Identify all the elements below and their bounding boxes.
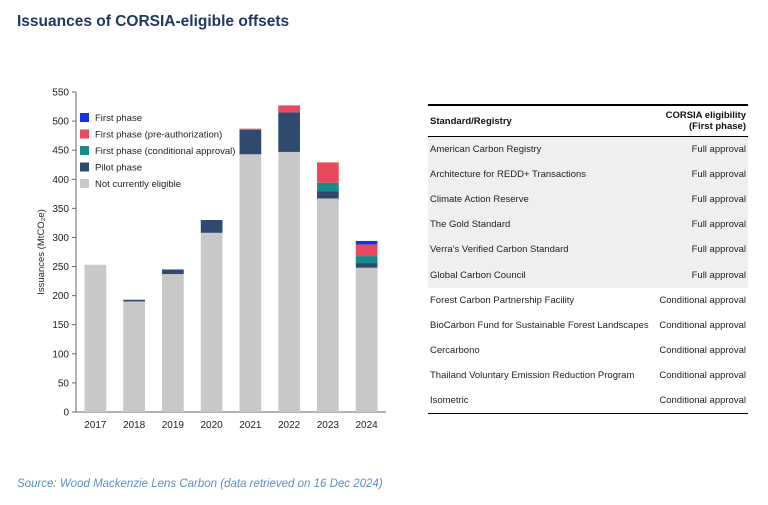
eligibility-status: Conditional approval — [659, 319, 746, 331]
legend-swatch — [80, 162, 89, 172]
bar-segment — [84, 264, 107, 412]
header-eligibility-line1: CORSIA eligibility — [665, 110, 746, 121]
y-tick-label: 50 — [58, 378, 70, 389]
eligibility-status: Full approval — [655, 136, 748, 163]
bar-segment — [278, 151, 300, 412]
registry-name: Architecture for REDD+ Transactions — [428, 162, 656, 188]
y-tick-label: 150 — [52, 320, 69, 331]
eligibility-status: Conditional approval — [655, 387, 748, 415]
x-tick-label: 2017 — [84, 420, 107, 431]
table-row: Architecture for REDD+ Transactions Full … — [428, 162, 748, 188]
x-tick-label: 2024 — [356, 420, 379, 431]
bar-segment — [355, 256, 378, 264]
x-tick-label: 2018 — [123, 420, 146, 431]
table-row: The Gold Standard Full approval — [428, 212, 748, 238]
eligibility-status: Full approval — [655, 187, 748, 213]
y-tick-label: 550 — [52, 88, 69, 99]
table-row: Climate Action Reserve Full approval — [428, 187, 748, 213]
registry-name: Cercarbono — [430, 344, 480, 356]
bar-segment — [355, 240, 378, 245]
bar-segment — [200, 232, 223, 412]
legend-swatch — [80, 129, 89, 139]
x-tick-label: 2019 — [162, 420, 185, 431]
eligibility-status: Full approval — [655, 212, 748, 238]
source-note: Source: Wood Mackenzie Lens Carbon (data… — [17, 478, 383, 490]
legend-label: First phase — [95, 113, 142, 124]
registry-name: BioCarbon Fund for Sustainable Forest La… — [430, 319, 649, 331]
y-axis-title: Issuances (MtCO₂e) — [36, 209, 47, 295]
eligibility-status: Conditional approval — [659, 294, 746, 306]
registry-name: Isometric — [428, 387, 656, 415]
y-tick-label: 0 — [63, 408, 69, 419]
stacked-bar-chart: 0 50 100 150 200 250 300 350 400 450 500 550 Issuanc… — [36, 88, 386, 431]
table-row: Thailand Voluntary Emission Reduction Pr… — [428, 363, 748, 388]
legend-label: Not currently eligible — [95, 179, 181, 190]
y-tick-label: 350 — [52, 204, 69, 215]
table-header-row: Standard/Registry CORSIA eligibility (Fi… — [428, 104, 748, 137]
y-tick-label: 200 — [52, 291, 69, 302]
eligibility-status: Full approval — [655, 237, 748, 263]
y-tick-label: 300 — [52, 233, 69, 244]
table-row: Verra's Verified Carbon Standard Full app… — [428, 237, 748, 263]
table-row: American Carbon Registry Full approval — [428, 136, 748, 163]
legend-label: Pilot phase — [95, 163, 142, 174]
bar-segment — [355, 267, 378, 412]
header-corsia-eligibility: CORSIA eligibility (First phase) — [655, 104, 748, 137]
bar-segment — [162, 269, 184, 275]
page-title: Issuances of CORSIA-eligible offsets — [17, 13, 290, 30]
bar-segment — [123, 301, 145, 412]
x-tick-label: 2023 — [317, 420, 340, 431]
table-row: Isometric Conditional approval — [428, 387, 748, 415]
table-row: Global Carbon Council Full approval — [428, 262, 748, 288]
bar-segment — [239, 129, 262, 155]
eligibility-status: Full approval — [655, 262, 748, 288]
header-standard-registry: Standard/Registry — [428, 104, 656, 137]
eligibility-status: Conditional approval — [659, 369, 746, 381]
eligibility-status: Conditional approval — [659, 344, 746, 356]
registry-name: Climate Action Reserve — [428, 187, 656, 213]
y-tick-label: 400 — [52, 175, 69, 186]
eligibility-table: Standard/Registry CORSIA eligibility (Fi… — [428, 104, 748, 415]
table-row: BioCarbon Fund for Sustainable Forest La… — [428, 313, 748, 338]
legend-label: First phase (conditional approval) — [95, 146, 235, 157]
table-body: American Carbon Registry Full approval Arc… — [428, 136, 748, 415]
y-tick-label: 500 — [52, 117, 69, 128]
y-tick-label: 450 — [52, 146, 69, 157]
registry-name: Global Carbon Council — [428, 262, 656, 288]
legend-swatch — [80, 146, 89, 155]
bar-segment — [355, 263, 378, 268]
registry-name: Forest Carbon Partnership Facility — [430, 294, 575, 306]
legend-swatch — [80, 179, 89, 188]
bar-segment — [355, 244, 378, 257]
bar-segment — [239, 128, 262, 130]
bar-segment — [239, 154, 262, 412]
bar-segment — [278, 112, 300, 152]
bar-segment — [162, 274, 184, 412]
registry-name: Verra's Verified Carbon Standard — [428, 237, 656, 263]
x-tick-label: 2022 — [278, 420, 301, 431]
bar-segment — [123, 299, 145, 302]
table-row: Forest Carbon Partnership Facility Condit… — [428, 288, 748, 313]
eligibility-status: Full approval — [655, 162, 748, 188]
bar-segment — [317, 198, 339, 412]
bar-segment — [317, 162, 339, 183]
header-eligibility-line2: (First phase) — [688, 121, 746, 132]
table-row: Cercarbono Conditional approval — [428, 338, 748, 363]
y-tick-label: 250 — [52, 262, 69, 273]
bar-segment — [200, 220, 223, 233]
registry-name: American Carbon Registry — [428, 136, 656, 163]
legend-swatch — [80, 113, 89, 122]
legend-label: First phase (pre-authorization) — [95, 130, 222, 141]
bar-segment — [278, 105, 300, 113]
registry-name: The Gold Standard — [428, 212, 656, 238]
x-tick-label: 2020 — [201, 420, 224, 431]
bar-segment — [317, 191, 339, 199]
x-tick-label: 2021 — [239, 420, 262, 431]
bar-segment — [317, 182, 339, 192]
y-tick-label: 100 — [52, 349, 69, 360]
registry-name: Thailand Voluntary Emission Reduction Pr… — [430, 369, 635, 381]
